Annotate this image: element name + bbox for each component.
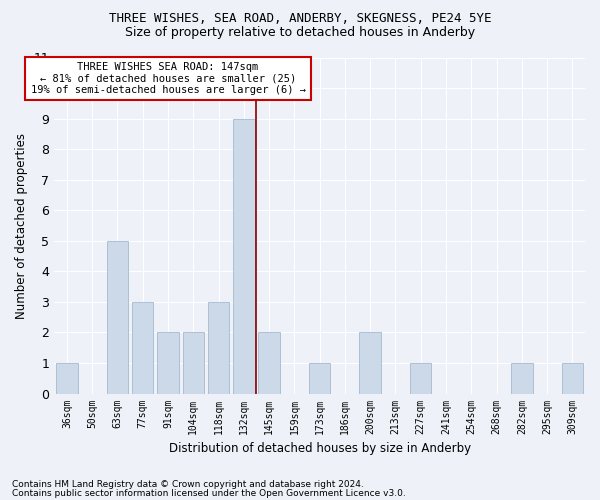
Bar — [56, 363, 77, 394]
Text: Contains public sector information licensed under the Open Government Licence v3: Contains public sector information licen… — [12, 488, 406, 498]
Bar — [182, 332, 204, 394]
Bar — [132, 302, 154, 394]
Bar — [511, 363, 533, 394]
Text: THREE WISHES SEA ROAD: 147sqm
← 81% of detached houses are smaller (25)
19% of s: THREE WISHES SEA ROAD: 147sqm ← 81% of d… — [31, 62, 305, 96]
Text: Size of property relative to detached houses in Anderby: Size of property relative to detached ho… — [125, 26, 475, 39]
X-axis label: Distribution of detached houses by size in Anderby: Distribution of detached houses by size … — [169, 442, 471, 455]
Bar — [359, 332, 381, 394]
Bar — [157, 332, 179, 394]
Y-axis label: Number of detached properties: Number of detached properties — [15, 132, 28, 318]
Text: THREE WISHES, SEA ROAD, ANDERBY, SKEGNESS, PE24 5YE: THREE WISHES, SEA ROAD, ANDERBY, SKEGNES… — [109, 12, 491, 26]
Text: Contains HM Land Registry data © Crown copyright and database right 2024.: Contains HM Land Registry data © Crown c… — [12, 480, 364, 489]
Bar — [309, 363, 331, 394]
Bar — [259, 332, 280, 394]
Bar — [107, 241, 128, 394]
Bar — [208, 302, 229, 394]
Bar — [410, 363, 431, 394]
Bar — [233, 118, 254, 394]
Bar — [562, 363, 583, 394]
